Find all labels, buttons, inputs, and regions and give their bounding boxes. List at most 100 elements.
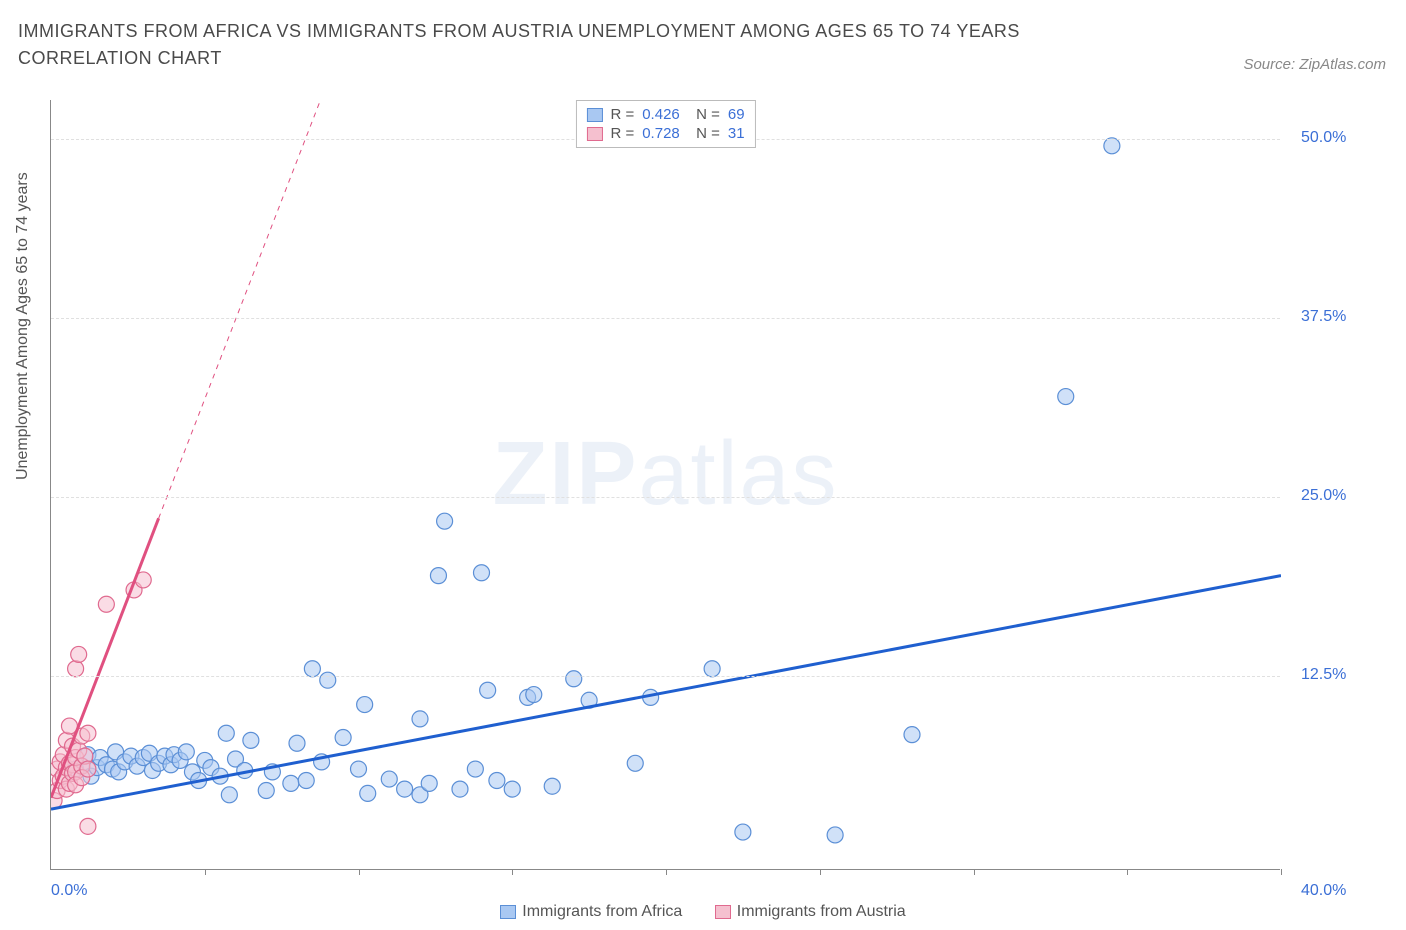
legend-bottom: Immigrants from Africa Immigrants from A… <box>0 903 1406 924</box>
data-point <box>381 771 397 787</box>
data-point <box>80 818 96 834</box>
data-point <box>314 754 330 770</box>
data-point <box>452 781 468 797</box>
x-tick <box>512 869 513 875</box>
swatch-africa-bottom <box>500 905 516 919</box>
data-point <box>191 773 207 789</box>
data-point <box>258 783 274 799</box>
data-point <box>65 738 81 754</box>
data-point <box>65 757 81 773</box>
data-point <box>61 718 77 734</box>
data-point <box>360 785 376 801</box>
data-point <box>89 760 105 776</box>
data-point <box>108 744 124 760</box>
y-tick-label: 37.5% <box>1301 308 1346 326</box>
data-point <box>51 793 62 809</box>
data-point <box>135 750 151 766</box>
data-point <box>467 761 483 777</box>
data-point <box>197 752 213 768</box>
data-point <box>178 744 194 760</box>
data-point <box>474 565 490 581</box>
data-point <box>98 596 114 612</box>
data-point <box>289 735 305 751</box>
n-value-austria: 31 <box>728 125 745 142</box>
r-label: R = <box>610 125 634 142</box>
data-point <box>61 775 77 791</box>
data-point <box>58 732 74 748</box>
data-point <box>643 689 659 705</box>
source-attribution: Source: ZipAtlas.com <box>1243 56 1386 73</box>
x-tick <box>359 869 360 875</box>
data-point <box>157 748 173 764</box>
data-point <box>904 727 920 743</box>
trend-line-extrapolated <box>159 100 356 518</box>
data-point <box>83 768 99 784</box>
watermark-bold: ZIP <box>492 424 638 524</box>
legend-item-africa: Immigrants from Africa <box>500 903 682 921</box>
data-point <box>172 752 188 768</box>
data-point <box>65 765 81 781</box>
data-point <box>212 768 228 784</box>
x-tick <box>974 869 975 875</box>
legend-item-austria: Immigrants from Austria <box>715 903 906 921</box>
data-point <box>92 750 108 766</box>
data-point <box>237 762 253 778</box>
x-tick-label: 40.0% <box>1301 882 1346 900</box>
data-point <box>627 755 643 771</box>
data-point <box>68 661 84 677</box>
data-point <box>437 513 453 529</box>
r-value-africa: 0.426 <box>642 106 680 123</box>
data-point <box>304 661 320 677</box>
data-point <box>51 783 65 799</box>
legend-label-africa: Immigrants from Africa <box>522 903 682 921</box>
data-point <box>581 692 597 708</box>
data-point <box>74 758 90 774</box>
data-point <box>335 730 351 746</box>
data-point <box>166 747 182 763</box>
watermark: ZIPatlas <box>492 423 838 526</box>
data-point <box>357 697 373 713</box>
data-point <box>74 770 90 786</box>
data-point <box>52 754 68 770</box>
x-tick-label: 0.0% <box>51 882 87 900</box>
n-label: N = <box>688 125 720 142</box>
x-tick <box>205 869 206 875</box>
data-point <box>163 757 179 773</box>
watermark-light: atlas <box>638 424 838 524</box>
data-point <box>52 773 68 789</box>
data-point <box>566 671 582 687</box>
data-point <box>421 775 437 791</box>
data-point <box>111 764 127 780</box>
correlation-legend: R = 0.426 N = 69 R = 0.728 N = 31 <box>575 100 755 148</box>
gridline <box>51 676 1280 677</box>
legend-label-austria: Immigrants from Austria <box>737 903 906 921</box>
data-point <box>80 725 96 741</box>
data-point <box>68 761 84 777</box>
data-point <box>135 572 151 588</box>
y-tick-label: 12.5% <box>1301 666 1346 684</box>
data-point <box>55 747 71 763</box>
data-point <box>520 689 536 705</box>
trend-line <box>51 576 1281 810</box>
data-point <box>735 824 751 840</box>
data-point <box>71 646 87 662</box>
r-label: R = <box>610 106 634 123</box>
data-point <box>504 781 520 797</box>
gridline <box>51 318 1280 319</box>
data-point <box>144 762 160 778</box>
data-point <box>704 661 720 677</box>
data-point <box>151 755 167 771</box>
y-tick-label: 25.0% <box>1301 487 1346 505</box>
data-point <box>117 754 133 770</box>
legend-row-africa: R = 0.426 N = 69 <box>586 105 744 124</box>
data-point <box>68 777 84 793</box>
data-point <box>1058 389 1074 405</box>
data-point <box>80 761 96 777</box>
n-value-africa: 69 <box>728 106 745 123</box>
plot-area: ZIPatlas R = 0.426 N = 69 R = 0.728 N = … <box>50 100 1280 870</box>
data-point <box>68 750 84 766</box>
data-point <box>68 764 84 780</box>
data-point <box>126 582 142 598</box>
legend-row-austria: R = 0.728 N = 31 <box>586 124 744 143</box>
data-point <box>298 773 314 789</box>
